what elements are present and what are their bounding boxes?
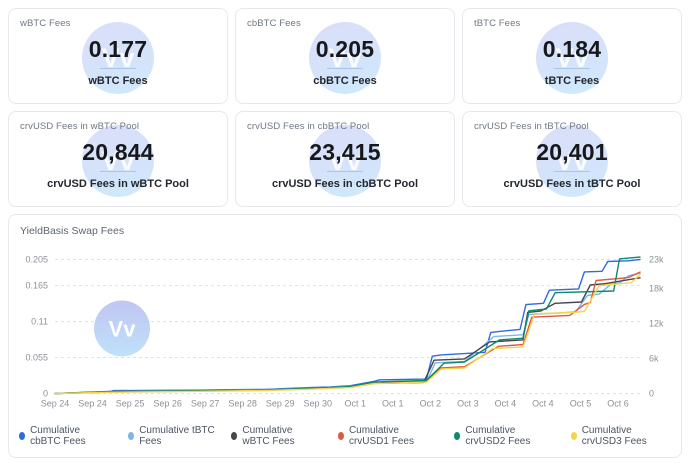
svg-text:Oct 1: Oct 1	[382, 399, 404, 409]
divider	[327, 170, 363, 172]
kpi-body: 0.205 cbBTC Fees	[236, 9, 454, 103]
svg-text:Oct 2: Oct 2	[420, 399, 442, 409]
kpi-sublabel: crvUSD Fees in tBTC Pool	[503, 177, 641, 190]
chart-watermark-logo: Vv	[94, 300, 150, 357]
legend-item-cbbtc[interactable]: Cumulative cbBTC Fees	[19, 425, 112, 447]
svg-text:Sep 25: Sep 25	[116, 399, 145, 409]
svg-text:Sep 28: Sep 28	[228, 399, 257, 409]
kpi-value: 20,844	[82, 138, 154, 165]
yieldbasis-logo-watermark: Vv	[536, 22, 608, 94]
divider	[100, 170, 136, 172]
legend-item-crvusd2[interactable]: Cumulative crvUSD2 Fees	[454, 425, 554, 447]
svg-text:Sep 30: Sep 30	[303, 399, 332, 409]
kpi-body: 20,401 crvUSD Fees in tBTC Pool	[463, 112, 681, 206]
legend-label: Cumulative wBTC Fees	[242, 425, 295, 447]
svg-text:Oct 4: Oct 4	[532, 399, 554, 409]
kpi-card-tbtc-fees: tBTC Fees Vv 0.184 tBTC Fees	[462, 8, 682, 104]
legend-label: Cumulative crvUSD3 Fees	[581, 425, 647, 447]
svg-text:6k: 6k	[649, 354, 659, 364]
svg-text:Sep 24: Sep 24	[41, 399, 70, 409]
legend-item-wbtc[interactable]: Cumulative wBTC Fees	[231, 425, 322, 447]
svg-text:Vv: Vv	[109, 317, 137, 342]
card-title: tBTC Fees	[474, 18, 521, 29]
svg-text:Sep 24: Sep 24	[78, 399, 107, 409]
kpi-sublabel: wBTC Fees	[88, 74, 148, 87]
legend-label: Cumulative cbBTC Fees	[30, 425, 86, 447]
legend-item-crvusd1[interactable]: Cumulative crvUSD1 Fees	[337, 425, 438, 447]
kpi-body: 20,844 crvUSD Fees in wBTC Pool	[9, 112, 227, 206]
svg-text:18k: 18k	[649, 284, 664, 294]
svg-text:0.11: 0.11	[31, 317, 48, 327]
kpi-card-wbtc-fees: wBTC Fees Vv 0.177 wBTC Fees	[8, 8, 228, 104]
svg-text:23k: 23k	[649, 255, 664, 265]
svg-text:0.055: 0.055	[25, 353, 48, 363]
yieldbasis-logo-watermark: Vv	[82, 22, 154, 94]
svg-text:Oct 6: Oct 6	[607, 399, 629, 409]
legend-item-crvusd3[interactable]: Cumulative crvUSD3 Fees	[570, 425, 671, 447]
kpi-card-crvusd-wbtc-pool: crvUSD Fees in wBTC Pool Vv 20,844 crvUS…	[8, 111, 228, 207]
svg-text:Sep 29: Sep 29	[266, 399, 295, 409]
yieldbasis-logo-watermark: Vv	[309, 125, 381, 197]
swap-fees-panel: YieldBasis Swap Fees 0.205 0.165 0.11 0.055…	[8, 214, 682, 458]
legend-dot-cbbtc	[19, 432, 26, 440]
card-title: cbBTC Fees	[247, 18, 301, 29]
chart-legend: Cumulative cbBTC Fees Cumulative tBTC Fe…	[19, 422, 671, 451]
kpi-card-crvusd-tbtc-pool: crvUSD Fees in tBTC Pool Vv 20,401 crvUS…	[462, 111, 682, 207]
legend-dot-crvusd2	[454, 432, 461, 440]
svg-text:Sep 27: Sep 27	[191, 399, 220, 409]
kpi-value: 20,401	[536, 138, 608, 165]
svg-text:0.205: 0.205	[25, 255, 48, 265]
card-title: crvUSD Fees in wBTC Pool	[20, 121, 140, 132]
kpi-value: 0.205	[315, 35, 375, 62]
card-title: crvUSD Fees in tBTC Pool	[474, 121, 589, 132]
svg-text:12k: 12k	[649, 319, 664, 329]
kpi-sublabel: cbBTC Fees	[313, 74, 377, 87]
legend-label: Cumulative tBTC Fees	[139, 425, 215, 447]
kpi-row-btc-fees: wBTC Fees Vv 0.177 wBTC Fees cbBTC Fees …	[8, 8, 682, 104]
kpi-sublabel: crvUSD Fees in wBTC Pool	[47, 177, 189, 190]
kpi-body: 23,415 crvUSD Fees in cbBTC Pool	[236, 112, 454, 206]
kpi-row-crvusd-fees: crvUSD Fees in wBTC Pool Vv 20,844 crvUS…	[8, 111, 682, 207]
legend-label: Cumulative crvUSD1 Fees	[348, 425, 414, 447]
card-title: wBTC Fees	[20, 18, 71, 29]
kpi-value: 0.177	[88, 35, 148, 62]
svg-text:Oct 1: Oct 1	[345, 399, 367, 409]
kpi-value: 0.184	[542, 35, 602, 62]
kpi-sublabel: tBTC Fees	[544, 74, 600, 87]
svg-text:0: 0	[43, 389, 48, 399]
divider	[554, 67, 590, 69]
legend-dot-crvusd1	[337, 432, 344, 440]
kpi-body: 0.184 tBTC Fees	[463, 9, 681, 103]
svg-text:0.165: 0.165	[25, 281, 48, 291]
kpi-sublabel: crvUSD Fees in cbBTC Pool	[271, 177, 419, 190]
swap-fees-chart[interactable]: 0.205 0.165 0.11 0.055 0 23k 18k 12k 6k 0 Sep 24 Se…	[19, 241, 671, 422]
kpi-value: 23,415	[309, 138, 381, 165]
legend-label: Cumulative crvUSD2 Fees	[465, 425, 531, 447]
yieldbasis-logo-watermark: Vv	[309, 22, 381, 94]
divider	[327, 67, 363, 69]
kpi-card-cbbtc-fees: cbBTC Fees Vv 0.205 cbBTC Fees	[235, 8, 455, 104]
legend-dot-wbtc	[231, 432, 238, 440]
svg-text:0: 0	[649, 389, 654, 399]
divider	[554, 170, 590, 172]
divider	[100, 67, 136, 69]
legend-dot-tbtc	[128, 432, 135, 440]
svg-text:Oct 4: Oct 4	[495, 399, 517, 409]
chart-title: YieldBasis Swap Fees	[20, 225, 125, 237]
legend-item-tbtc[interactable]: Cumulative tBTC Fees	[128, 425, 215, 447]
svg-text:Sep 26: Sep 26	[153, 399, 182, 409]
kpi-body: 0.177 wBTC Fees	[9, 9, 227, 103]
card-title: crvUSD Fees in cbBTC Pool	[247, 121, 370, 132]
kpi-card-crvusd-cbbtc-pool: crvUSD Fees in cbBTC Pool Vv 23,415 crvU…	[235, 111, 455, 207]
svg-text:Oct 5: Oct 5	[570, 399, 592, 409]
legend-dot-crvusd3	[570, 432, 577, 440]
svg-text:Oct 3: Oct 3	[457, 399, 479, 409]
